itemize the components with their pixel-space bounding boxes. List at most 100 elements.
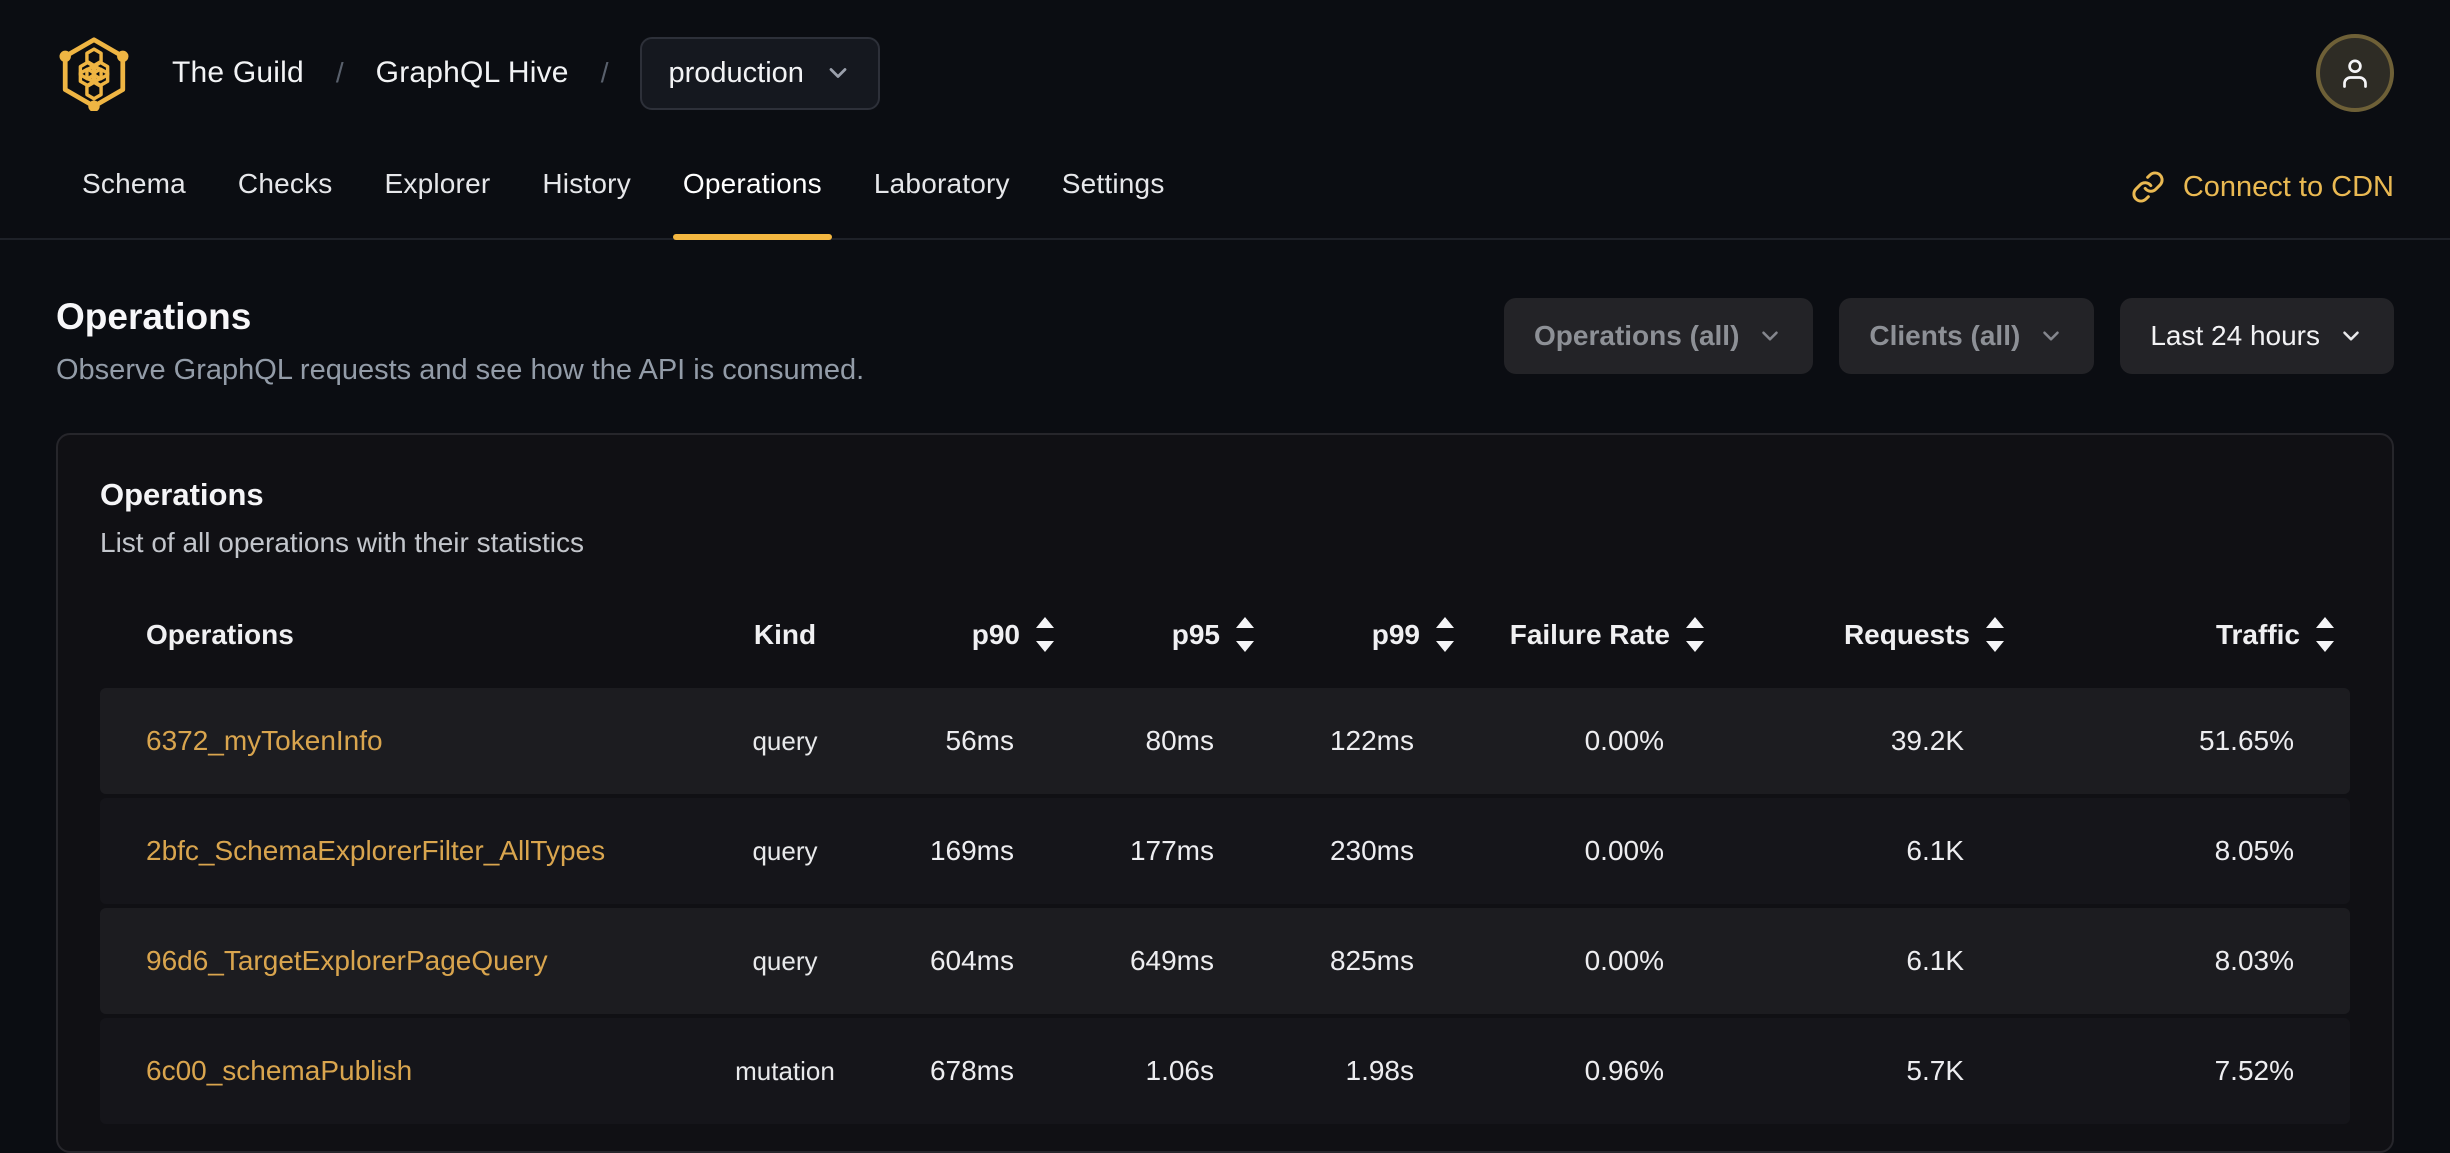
column-header-operations: Operations [100,585,660,684]
breadcrumb-org-link[interactable]: The Guild [172,56,304,89]
breadcrumb-separator: / [600,57,609,88]
clients-filter-label: Clients (all) [1869,320,2021,351]
sort-icons [1436,617,1454,652]
column-label: p99 [1371,618,1420,650]
operations-filter-label: Operations (all) [1534,320,1740,351]
column-label: p90 [971,618,1020,650]
cell-failure-rate: 0.96% [1470,1018,1720,1124]
tab-operations[interactable]: Operations [657,144,848,240]
cell-p95: 1.06s [1070,1018,1270,1124]
target-selector-value: production [668,56,804,89]
tab-history[interactable]: History [516,144,657,238]
clients-filter-dropdown[interactable]: Clients (all) [1839,298,2095,374]
filter-bar: Operations (all) Clients (all) Last 24 h… [1504,298,2394,374]
sort-icons [2316,617,2334,652]
cell-requests: 6.1K [1720,798,2020,904]
page-titles: Operations Observe GraphQL requests and … [56,296,864,387]
page-header: Operations Observe GraphQL requests and … [56,296,2394,387]
user-menu-button[interactable] [2316,34,2394,112]
top-bar: The Guild / GraphQL Hive / production [0,0,2450,134]
card-title: Operations [100,477,264,512]
date-range-label: Last 24 hours [2150,320,2320,351]
tab-explorer[interactable]: Explorer [359,144,517,238]
main-nav: Schema Checks Explorer History Operation… [0,144,2450,240]
page-content: Operations Observe GraphQL requests and … [0,296,2450,1153]
column-header-p90[interactable]: p90 [910,585,1070,684]
hive-logo[interactable] [56,35,132,111]
operation-link[interactable]: 6c00_schemaPublish [146,1055,413,1086]
column-label: Kind [753,618,817,650]
table-row: 96d6_TargetExplorerPageQuery query 604ms… [100,908,2350,1014]
cell-kind: query [660,798,910,904]
sort-icons [1236,617,1254,652]
cell-traffic: 8.05% [2020,798,2350,904]
tab-checks[interactable]: Checks [212,144,359,238]
table-row: 6c00_schemaPublish mutation 678ms 1.06s … [100,1018,2350,1124]
chevron-down-icon [2043,331,2060,341]
cell-traffic: 51.65% [2020,688,2350,794]
cell-kind: query [660,908,910,1014]
cell-p90: 56ms [910,688,1070,794]
operations-table: Operations Kind p90 p95 p99 [100,581,2350,1128]
cell-kind: query [660,688,910,794]
column-header-requests[interactable]: Requests [1720,585,2020,684]
operations-card: Operations List of all operations with t… [56,433,2394,1153]
cell-p95: 177ms [1070,798,1270,904]
cell-p90: 604ms [910,908,1070,1014]
chevron-down-icon [2343,331,2359,341]
cell-requests: 6.1K [1720,908,2020,1014]
table-row: 2bfc_SchemaExplorerFilter_AllTypes query… [100,798,2350,904]
cell-p99: 825ms [1270,908,1470,1014]
cell-p99: 230ms [1270,798,1470,904]
table-row: 6372_myTokenInfo query 56ms 80ms 122ms 0… [100,688,2350,794]
column-header-traffic[interactable]: Traffic [2020,585,2350,684]
date-range-dropdown[interactable]: Last 24 hours [2120,298,2394,374]
cell-failure-rate: 0.00% [1470,798,1720,904]
column-header-p99[interactable]: p99 [1270,585,1470,684]
cell-requests: 5.7K [1720,1018,2020,1124]
cell-traffic: 7.52% [2020,1018,2350,1124]
column-label: Requests [1843,618,1970,650]
column-header-failure-rate[interactable]: Failure Rate [1470,585,1720,684]
column-header-kind: Kind [660,585,910,684]
cell-p90: 678ms [910,1018,1070,1124]
breadcrumb-separator: / [335,57,344,88]
cell-kind: mutation [660,1018,910,1124]
operation-link[interactable]: 2bfc_SchemaExplorerFilter_AllTypes [146,835,606,866]
cell-requests: 39.2K [1720,688,2020,794]
target-selector[interactable]: production [640,36,880,110]
column-label: p95 [1171,618,1220,650]
cell-p99: 122ms [1270,688,1470,794]
link-icon [2132,171,2164,203]
user-icon [2343,59,2367,88]
cell-traffic: 8.03% [2020,908,2350,1014]
tab-settings[interactable]: Settings [1036,144,1191,238]
page-title: Operations [56,296,252,337]
page-subtitle: Observe GraphQL requests and see how the… [56,354,865,386]
cell-p95: 649ms [1070,908,1270,1014]
operation-link[interactable]: 6372_myTokenInfo [146,725,383,756]
sort-icons [1036,617,1054,652]
tab-laboratory[interactable]: Laboratory [848,144,1036,238]
chevron-down-icon [829,68,847,78]
column-header-p95[interactable]: p95 [1070,585,1270,684]
connect-to-cdn-label: Connect to CDN [2182,170,2394,203]
breadcrumb-project-link[interactable]: GraphQL Hive [375,56,569,89]
nav-tabs: Schema Checks Explorer History Operation… [56,144,1191,240]
operation-link[interactable]: 96d6_TargetExplorerPageQuery [146,945,548,976]
operations-filter-dropdown[interactable]: Operations (all) [1504,298,1814,374]
chevron-down-icon [1762,331,1779,341]
column-label: Operations [146,618,294,650]
sort-icons [1686,617,1704,652]
cell-p99: 1.98s [1270,1018,1470,1124]
cell-failure-rate: 0.00% [1470,688,1720,794]
sort-icons [1986,617,2004,652]
brand-area: The Guild / GraphQL Hive / production [56,35,880,111]
column-label: Traffic [2215,618,2300,650]
cell-failure-rate: 0.00% [1470,908,1720,1014]
tab-schema[interactable]: Schema [56,144,212,238]
table-header-row: Operations Kind p90 p95 p99 [100,585,2350,684]
breadcrumb: The Guild / GraphQL Hive / production [172,36,880,110]
hive-logo-icon [59,37,129,111]
connect-to-cdn-link[interactable]: Connect to CDN [2131,170,2394,238]
